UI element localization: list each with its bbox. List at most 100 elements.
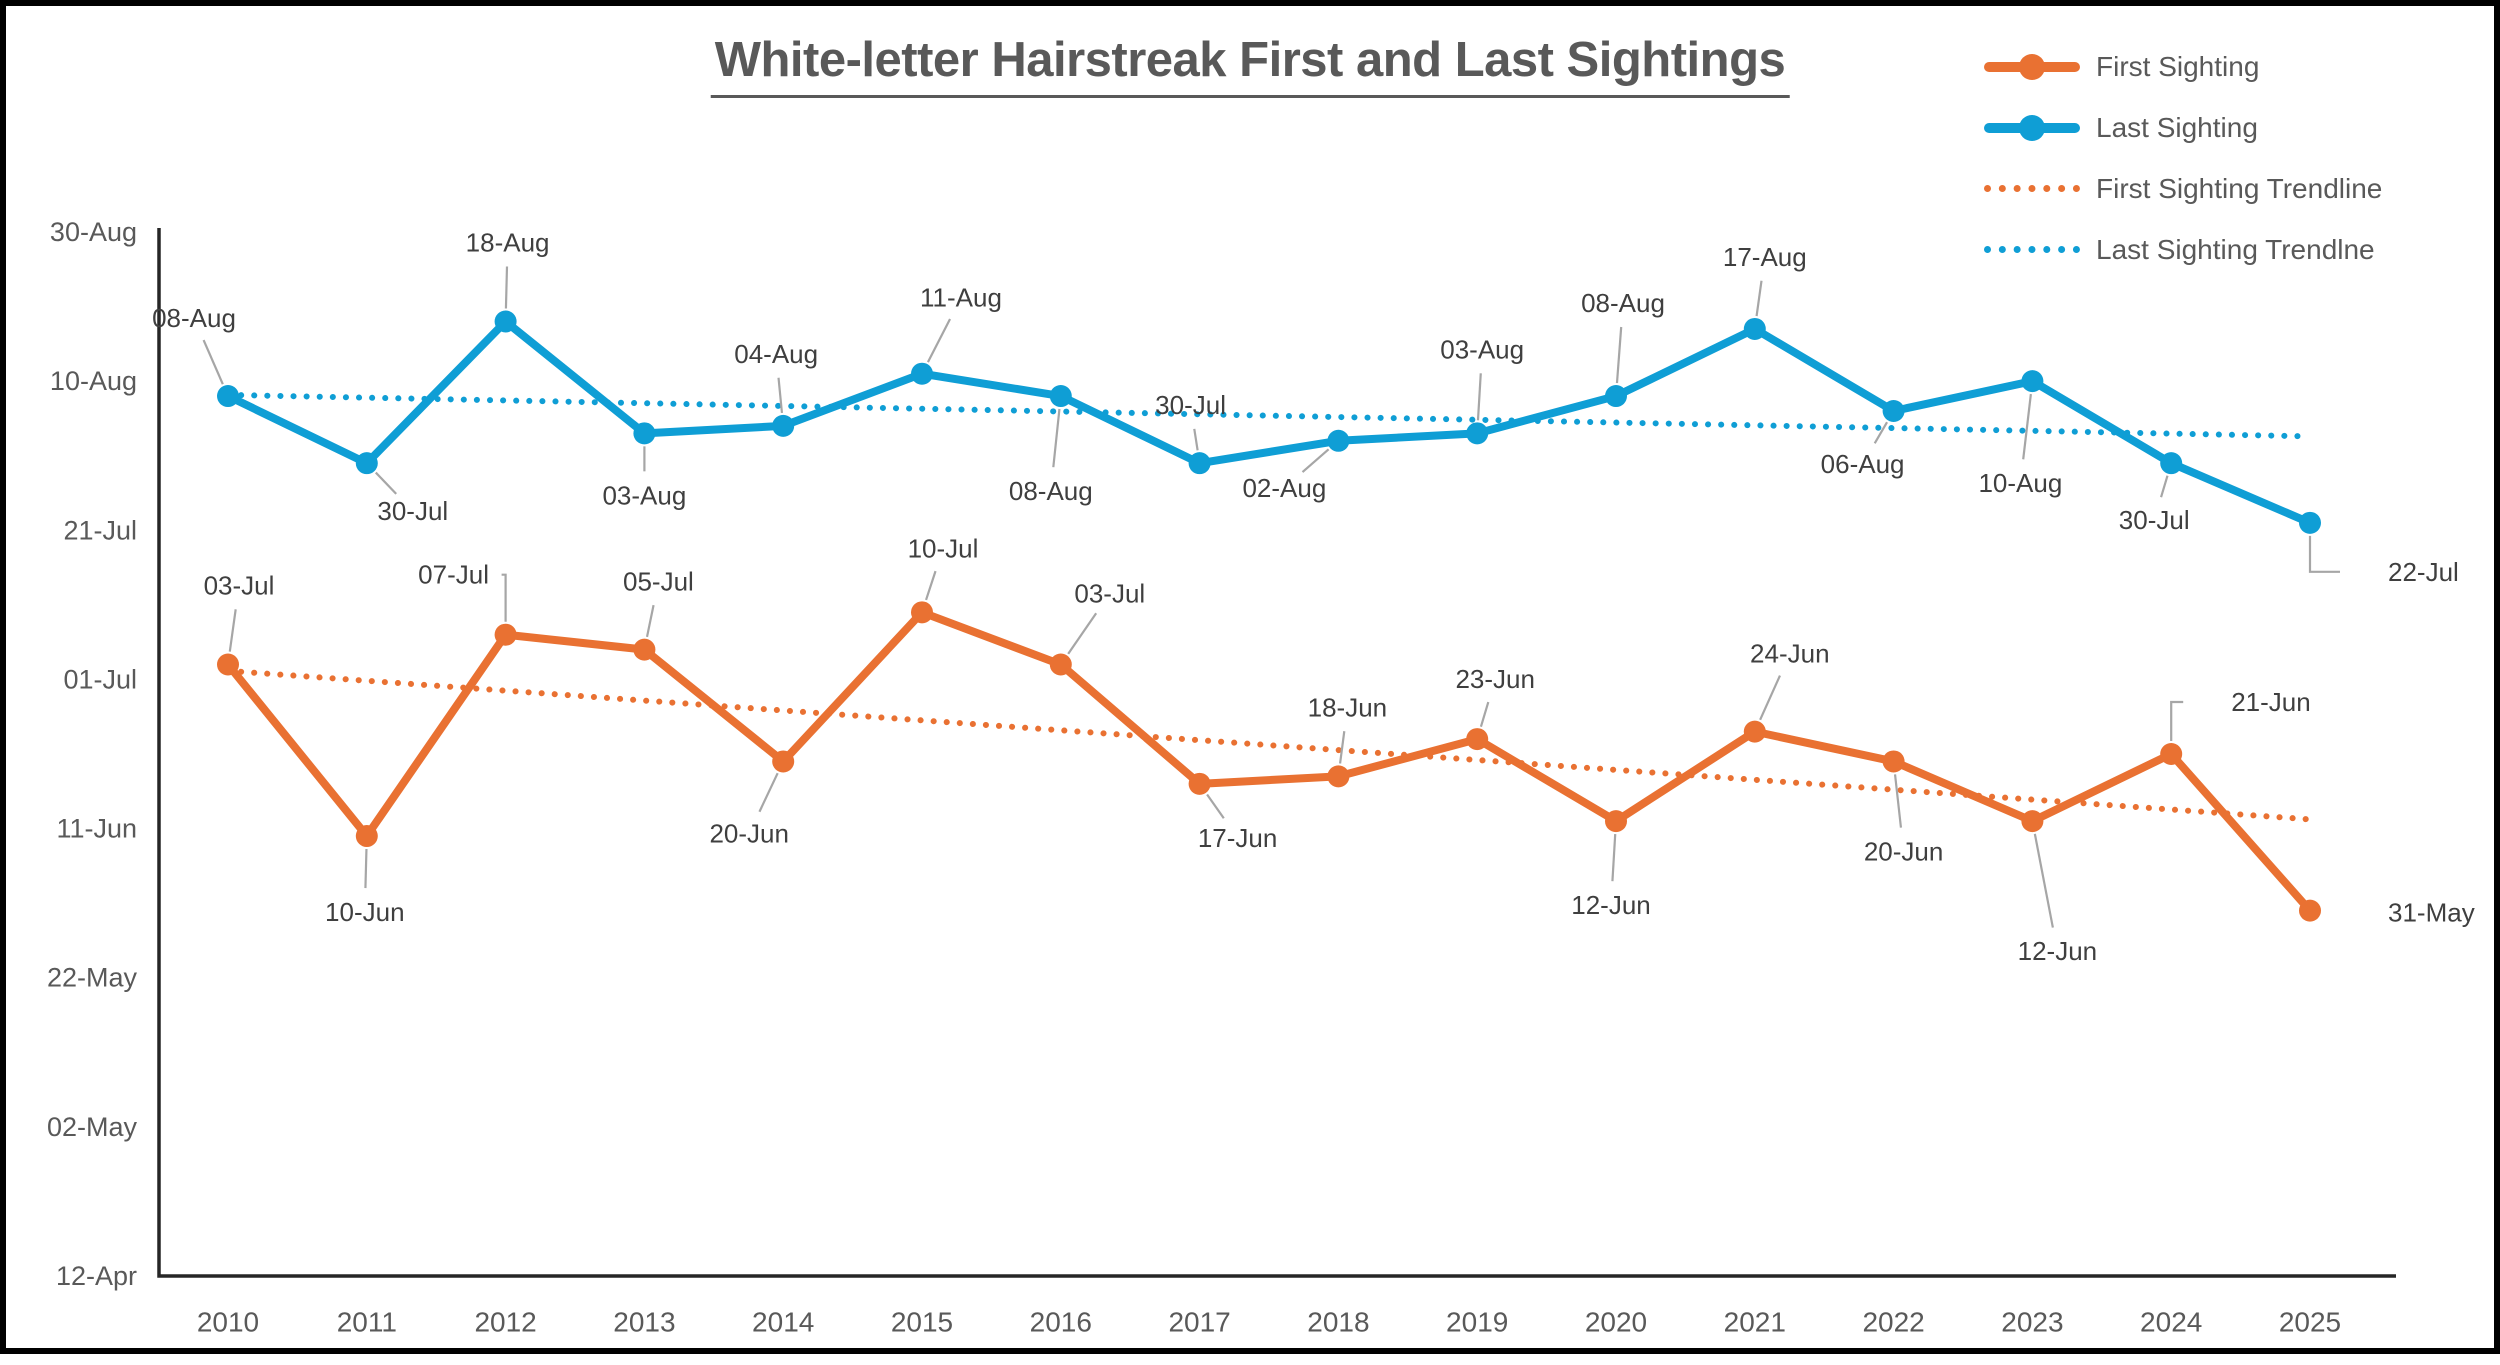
data-label: 17-Jun [1198,823,1278,853]
label-leader-line [1338,731,1346,764]
data-label: 20-Jun [709,818,789,848]
label-leader-line [501,573,507,622]
data-point-marker [217,385,239,408]
x-tick-label: 2022 [1862,1307,1924,1338]
data-point-marker [772,750,795,773]
label-leader-line [1893,774,1903,828]
data-label: 03-Aug [1440,334,1524,364]
x-tick-label: 2017 [1168,1307,1230,1338]
label-leader-line [1611,834,1617,882]
x-tick-label: 2011 [337,1307,397,1338]
chart-title: White-letter Hairstreak First and Last S… [710,32,1790,98]
data-point-marker [1605,385,1627,408]
chart-canvas: 30-Aug 10-Aug 21-Jul 01-Jul 11-Jun 22-May 02-M… [47,217,2475,1338]
data-point-marker [633,638,656,661]
label-leader-line [1479,701,1490,727]
data-label: 11-Aug [920,283,1002,313]
data-point-marker [355,452,378,475]
data-point-marker [911,601,933,624]
axis-lines [157,228,2396,1278]
x-tick-label: 2020 [1585,1307,1647,1338]
data-point-marker [1466,422,1489,445]
label-leader-line [1873,421,1888,444]
data-label: 03-Jul [204,571,275,601]
data-point-marker [1049,653,1072,676]
data-label: 06-Aug [1821,449,1905,479]
data-label: 08-Aug [1581,288,1665,318]
legend-item-last-sighting-trendline: Last Sighting Trendlne [1984,219,2382,280]
y-tick-label: 01-Jul [63,664,137,694]
data-label: 07-Jul [418,560,489,590]
data-label: 04-Aug [734,339,818,369]
label-leader-line [1206,793,1225,819]
y-tick-label: 10-Aug [50,366,137,396]
data-label: 10-Jun [325,897,405,927]
data-point-marker [2299,899,2321,922]
x-tick-label: 2013 [613,1307,675,1338]
label-leader-line [1067,612,1098,655]
data-point-marker [1188,452,1211,475]
data-point-marker [494,623,517,646]
legend-item-last-sighting: Last Sighting [1984,97,2382,158]
data-point-marker [1327,765,1350,788]
label-leader-line [1755,280,1763,317]
data-label: 03-Aug [602,480,686,510]
label-leader-line [2170,700,2184,742]
y-tick-label: 02-May [47,1112,138,1142]
legend-label: First Sighting [2096,50,2260,82]
data-label: 10-Jul [908,533,979,563]
x-tick-label: 2014 [752,1307,814,1338]
x-tick-label: 2021 [1724,1307,1786,1338]
x-tick-label: 2025 [2279,1307,2341,1338]
data-label: 24-Jun [1750,639,1830,669]
x-tick-label: 2010 [197,1307,259,1338]
legend-item-first-sighting: First Sighting [1984,36,2382,97]
data-point-marker [911,362,933,385]
data-point-marker [1188,772,1211,795]
label-leader-line [228,609,237,652]
label-leader-line [504,266,509,309]
chart-legend: First Sighting Last Sighting First Sight… [1984,36,2382,280]
data-point-marker [2021,370,2044,393]
label-leader-line [1476,373,1482,421]
last-sighting-line [224,317,2314,527]
data-label: 23-Jun [1455,664,1535,694]
last-sighting-trendline [225,391,2313,440]
x-tick-label: 2018 [1307,1307,1369,1338]
x-tick-label: 2023 [2001,1307,2063,1338]
data-label: 17-Aug [1723,242,1807,272]
y-tick-label: 22-May [47,963,138,993]
data-label: 18-Aug [466,227,550,257]
data-label: 30-Jul [377,496,448,526]
data-label: 30-Jul [1155,390,1226,420]
label-leader-line [645,604,655,638]
data-point-marker [1743,720,1766,743]
legend-label: First Sighting Trendline [2096,172,2383,204]
data-point-marker [633,422,656,445]
label-leader-line [375,471,397,495]
y-tick-label: 21-Jul [63,515,137,545]
data-point-marker [1466,728,1489,751]
y-tick-label: 30-Aug [50,217,137,247]
data-point-marker [1605,810,1627,833]
label-leader-line [758,772,779,813]
label-leader-line [2033,833,2054,928]
label-leader-line [364,848,368,889]
first-sighting-trendline [225,667,2313,823]
data-label: 08-Aug [152,303,236,333]
first-sighting-line-swatch-icon [1984,61,2080,72]
data-label: 21-Jun [2231,687,2311,717]
label-leader-line [2308,535,2340,573]
data-label: 08-Aug [1009,476,1093,506]
first-sighting-line [224,608,2314,915]
legend-label: Last Sighting Trendlne [2096,233,2375,265]
data-point-marker [494,310,517,333]
label-leader-line [925,570,937,601]
x-tick-label: 2024 [2140,1307,2202,1338]
last-trendline-swatch-icon [1984,246,2080,253]
data-label: 22-Jul [2388,557,2459,587]
legend-item-first-sighting-trendline: First Sighting Trendline [1984,158,2382,219]
label-leader-line [1759,675,1781,721]
label-leader-line [1052,408,1061,468]
y-tick-label: 12-Apr [56,1261,137,1291]
